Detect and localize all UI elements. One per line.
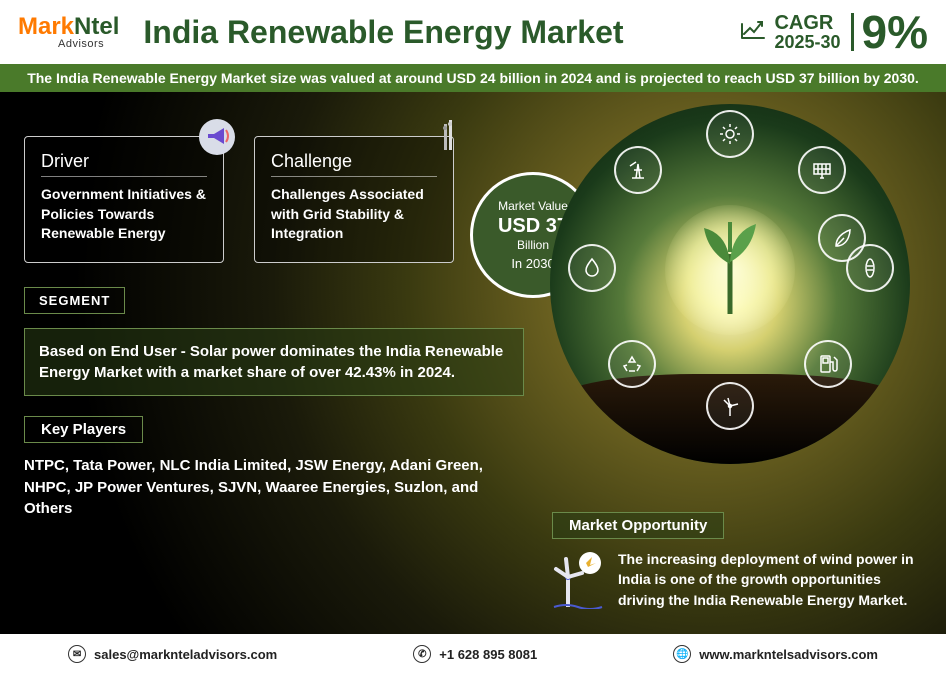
key-players-section: Key Players NTPC, Tata Power, NLC India … [0, 396, 540, 520]
opportunity-tag: Market Opportunity [552, 512, 724, 539]
solar-panel-icon [798, 146, 846, 194]
segment-text: Based on End User - Solar power dominate… [24, 328, 524, 396]
opportunity-section: Market Opportunity The increasing deploy… [552, 512, 922, 610]
header: MarkNtel Advisors India Renewable Energy… [0, 0, 946, 64]
email-icon: ✉ [68, 645, 86, 663]
turbine-icon [706, 382, 754, 430]
globe-icon: 🌐 [673, 645, 691, 663]
hero-image [550, 104, 910, 464]
recycle-icon [608, 340, 656, 388]
cagr-percent: 9% [862, 5, 928, 59]
droplet-icon [568, 244, 616, 292]
key-players-text: NTPC, Tata Power, NLC India Limited, JSW… [24, 455, 516, 520]
trend-up-icon [740, 18, 766, 46]
oil-rig-icon [614, 146, 662, 194]
driver-title: Driver [41, 151, 207, 177]
logo: MarkNtel Advisors [18, 15, 119, 50]
sun-icon [706, 110, 754, 158]
footer-web: 🌐 www.markntelsadvisors.com [673, 645, 878, 663]
leaf-icon [818, 214, 866, 262]
tower-icon [427, 117, 467, 157]
mv-unit: Billion [517, 238, 549, 252]
driver-card: Driver Government Initiatives & Policies… [24, 136, 224, 263]
mv-year: In 2030 [511, 256, 554, 271]
footer-phone: ✆ +1 628 895 8081 [413, 645, 537, 663]
logo-ntel: Ntel [74, 13, 119, 40]
page-title: India Renewable Energy Market [119, 14, 740, 51]
body-area: Driver Government Initiatives & Policies… [0, 92, 946, 642]
segment-tag: SEGMENT [24, 287, 125, 314]
logo-mark: Mark [18, 13, 74, 40]
key-players-tag: Key Players [24, 416, 143, 443]
challenge-title: Challenge [271, 151, 437, 177]
phone-icon: ✆ [413, 645, 431, 663]
phone-text: +1 628 895 8081 [439, 647, 537, 662]
logo-subtext: Advisors [58, 39, 119, 50]
cagr-label: CAGR [774, 13, 840, 33]
megaphone-icon [197, 117, 237, 157]
challenge-text: Challenges Associated with Grid Stabilit… [271, 185, 437, 244]
web-text: www.markntelsadvisors.com [699, 647, 878, 662]
opportunity-text: The increasing deployment of wind power … [618, 549, 922, 610]
driver-text: Government Initiatives & Policies Toward… [41, 185, 207, 244]
wind-turbine-icon [552, 549, 604, 609]
sprout-icon [690, 204, 770, 314]
mv-label: Market Value [498, 199, 568, 213]
fuel-pump-icon [804, 340, 852, 388]
cagr-block: CAGR 2025-30 9% [740, 5, 928, 59]
summary-bar: The India Renewable Energy Market size w… [0, 64, 946, 92]
footer: ✉ sales@marknteladvisors.com ✆ +1 628 89… [0, 634, 946, 674]
footer-email: ✉ sales@marknteladvisors.com [68, 645, 277, 663]
cagr-years: 2025-30 [774, 33, 840, 51]
email-text: sales@marknteladvisors.com [94, 647, 277, 662]
challenge-card: Challenge Challenges Associated with Gri… [254, 136, 454, 263]
